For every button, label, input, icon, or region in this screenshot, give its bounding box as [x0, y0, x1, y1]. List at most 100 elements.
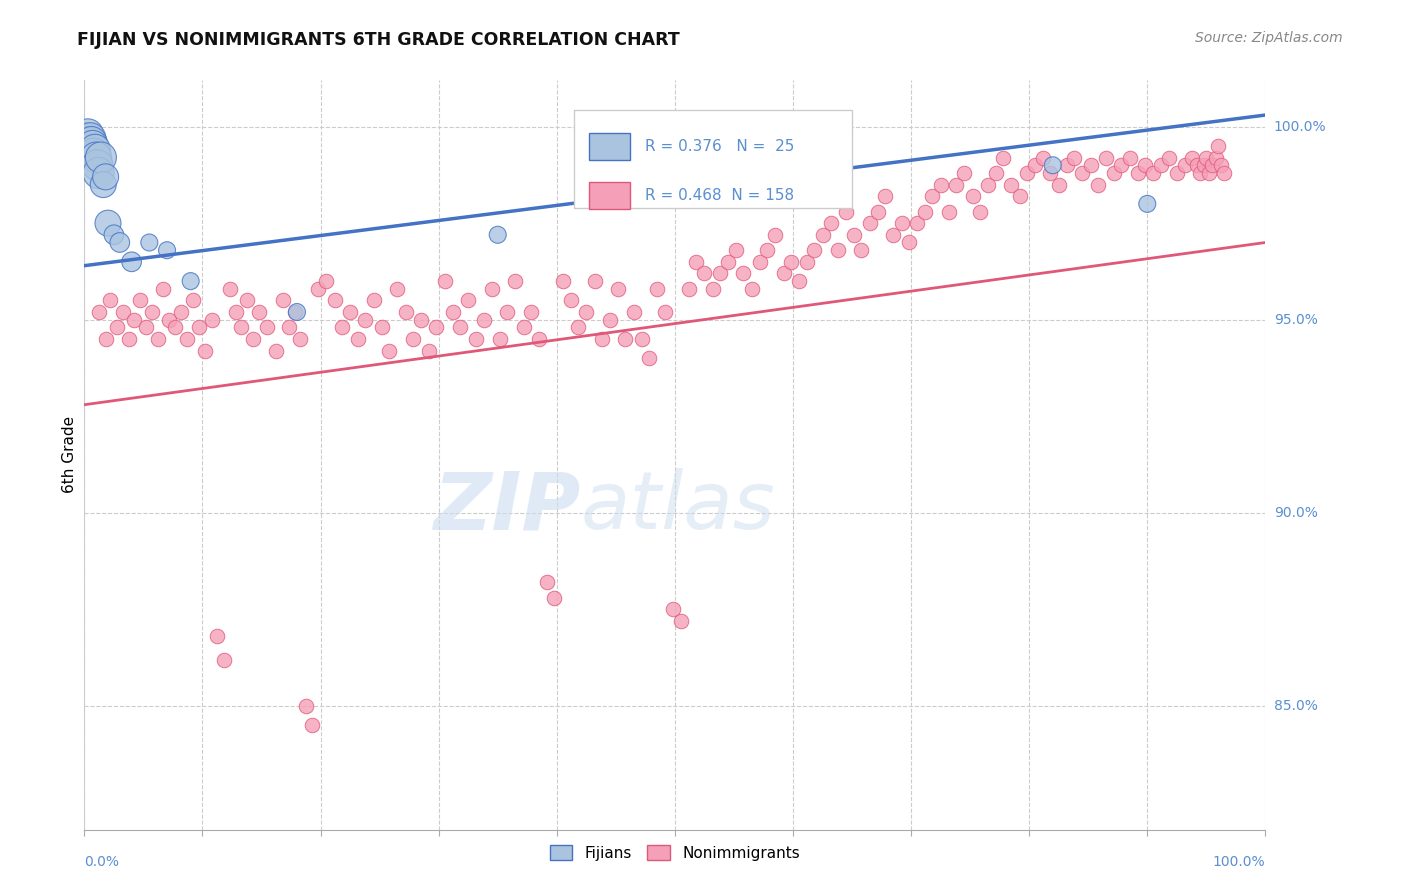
Point [984, 166, 1007, 180]
Point [685, 255, 707, 269]
Point [1102, 166, 1125, 180]
Point [201, 312, 224, 326]
Point [560, 293, 582, 308]
Point [1032, 151, 1054, 165]
Point [669, 614, 692, 628]
Point [1024, 158, 1046, 172]
Point [82, 139, 104, 153]
Point [977, 178, 1000, 192]
Point [1136, 197, 1159, 211]
Point [242, 332, 264, 346]
Point [859, 216, 882, 230]
Point [187, 320, 209, 334]
Point [543, 591, 565, 605]
Point [354, 312, 377, 326]
Point [741, 282, 763, 296]
Point [1095, 151, 1118, 165]
Y-axis label: 6th Grade: 6th Grade [62, 417, 77, 493]
Point [77, 135, 100, 149]
Point [1042, 158, 1064, 172]
Point [152, 282, 174, 296]
Point [449, 320, 471, 334]
Point [1071, 166, 1094, 180]
Point [1039, 166, 1062, 180]
Point [1118, 151, 1140, 165]
Point [496, 305, 519, 319]
Point [1185, 158, 1208, 172]
Point [678, 282, 700, 296]
Point [264, 343, 287, 358]
Point [91, 178, 114, 192]
Point [80, 135, 103, 149]
Point [512, 320, 534, 334]
Point [1181, 151, 1204, 165]
Point [717, 255, 740, 269]
Point [897, 235, 920, 250]
Point [827, 244, 849, 258]
Legend: Fijians, Nonimmigrants: Fijians, Nonimmigrants [544, 838, 806, 867]
Point [371, 320, 394, 334]
Point [94, 332, 117, 346]
Point [709, 266, 731, 280]
Point [90, 151, 112, 165]
Point [121, 255, 143, 269]
Point [94, 169, 117, 184]
Point [394, 305, 416, 319]
Point [945, 178, 967, 192]
Point [1213, 166, 1236, 180]
Point [247, 305, 270, 319]
Point [614, 332, 637, 346]
Point [661, 602, 683, 616]
Point [307, 282, 329, 296]
Point [702, 282, 724, 296]
Point [638, 351, 661, 366]
Point [76, 131, 98, 145]
Point [472, 312, 495, 326]
Point [763, 227, 786, 242]
Point [607, 282, 630, 296]
Text: R = 0.468  N = 158: R = 0.468 N = 158 [645, 188, 794, 203]
Point [128, 293, 150, 308]
Text: 100.0%: 100.0% [1274, 120, 1326, 134]
Text: 85.0%: 85.0% [1274, 699, 1317, 713]
Point [969, 204, 991, 219]
Point [433, 274, 456, 288]
Point [835, 204, 858, 219]
Point [1111, 158, 1133, 172]
Point [315, 274, 337, 288]
Point [811, 227, 834, 242]
Point [301, 718, 323, 732]
Text: 90.0%: 90.0% [1274, 506, 1317, 520]
Point [505, 274, 527, 288]
Point [914, 204, 936, 219]
Point [79, 131, 101, 145]
Point [330, 320, 353, 334]
Point [146, 332, 169, 346]
Text: 100.0%: 100.0% [1213, 855, 1265, 869]
Point [1056, 158, 1078, 172]
Point [654, 305, 676, 319]
Point [1209, 158, 1232, 172]
FancyBboxPatch shape [589, 182, 630, 209]
Point [277, 320, 299, 334]
Point [409, 312, 432, 326]
Point [1198, 166, 1220, 180]
Point [218, 282, 240, 296]
Point [866, 204, 889, 219]
Point [402, 332, 425, 346]
Point [225, 305, 247, 319]
Point [583, 274, 606, 288]
Point [1201, 158, 1223, 172]
Point [905, 216, 928, 230]
Point [86, 158, 108, 172]
Point [418, 343, 440, 358]
Point [489, 332, 512, 346]
Point [1126, 166, 1149, 180]
Point [157, 312, 180, 326]
Point [796, 255, 818, 269]
Point [231, 320, 253, 334]
Point [347, 332, 370, 346]
Point [1174, 158, 1197, 172]
Point [107, 320, 129, 334]
Point [993, 151, 1015, 165]
